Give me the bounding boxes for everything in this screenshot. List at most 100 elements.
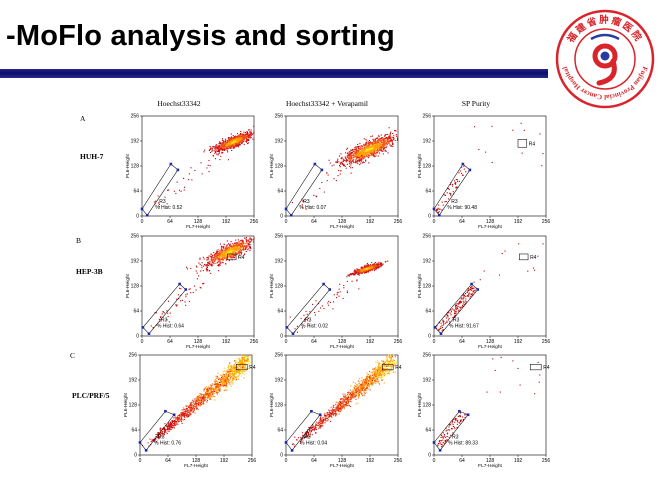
x-tick-label: 128 — [486, 339, 495, 345]
event-dot — [221, 258, 223, 260]
event-dot — [459, 306, 461, 308]
event-dot — [469, 297, 471, 299]
event-dot — [217, 150, 220, 152]
event-dot — [356, 268, 358, 270]
event-dot — [382, 138, 384, 140]
event-dot — [222, 147, 224, 149]
event-dot — [167, 430, 169, 432]
event-dot — [354, 274, 356, 276]
event-dot — [216, 383, 218, 385]
event-dot — [247, 136, 249, 138]
event-dot — [289, 316, 291, 318]
event-dot — [230, 382, 232, 384]
event-dot — [213, 260, 216, 262]
event-dot — [182, 412, 184, 414]
event-dot — [378, 263, 380, 265]
event-dot — [361, 150, 363, 152]
event-dot — [379, 140, 381, 142]
event-dot — [214, 396, 216, 398]
event-dot — [177, 421, 179, 423]
event-dot — [361, 266, 363, 268]
event-dot — [214, 145, 216, 148]
event-dot — [208, 270, 210, 272]
event-dot — [373, 149, 375, 151]
event-dot — [211, 383, 213, 385]
event-dot — [336, 294, 338, 296]
event-dot — [357, 163, 359, 165]
event-dot — [222, 373, 224, 375]
event-dot — [364, 155, 366, 157]
event-dot — [162, 435, 164, 437]
event-dot — [241, 141, 243, 143]
event-dot — [392, 132, 394, 135]
event-dot — [214, 381, 216, 383]
event-dot — [373, 152, 375, 154]
event-dot — [344, 152, 347, 154]
event-dot — [191, 408, 193, 410]
event-dot — [372, 139, 375, 141]
event-dot — [238, 137, 240, 139]
event-dot — [239, 247, 241, 250]
event-dot — [390, 145, 392, 147]
event-dot — [186, 268, 189, 270]
event-dot — [253, 238, 255, 240]
event-dot — [206, 270, 208, 272]
event-dot — [249, 237, 251, 239]
event-dot — [346, 290, 348, 292]
event-dot — [361, 153, 363, 155]
event-dot — [461, 298, 463, 300]
event-dot — [159, 320, 161, 322]
event-dot — [222, 262, 224, 264]
event-dot — [319, 187, 321, 190]
event-dot — [340, 162, 342, 164]
event-dot — [225, 142, 227, 144]
event-dot — [233, 248, 235, 250]
event-dot — [454, 315, 456, 317]
event-dot — [215, 252, 218, 254]
event-dot — [346, 159, 348, 161]
event-dot — [240, 360, 242, 362]
event-dot — [152, 439, 154, 442]
event-dot — [173, 417, 175, 419]
event-dot — [218, 260, 220, 262]
plot-frame — [141, 235, 255, 337]
event-dot — [359, 153, 361, 155]
event-dot — [173, 190, 175, 192]
event-dot — [230, 367, 232, 369]
event-dot — [364, 157, 366, 159]
event-dot — [246, 130, 248, 133]
event-dot — [377, 152, 379, 154]
event-dot — [209, 393, 211, 395]
event-dot — [386, 145, 388, 147]
event-dot — [214, 378, 216, 381]
event-dot — [365, 146, 367, 148]
event-dot — [356, 154, 358, 156]
event-dot — [379, 147, 381, 149]
event-dot — [485, 151, 487, 153]
event-dot — [160, 435, 162, 437]
event-dot — [201, 265, 203, 267]
event-dot — [370, 266, 372, 268]
event-dot — [233, 244, 235, 246]
event-dot — [180, 416, 182, 418]
event-dot — [355, 162, 357, 164]
event-dot — [307, 323, 309, 325]
event-dot — [193, 408, 195, 410]
event-dot — [231, 251, 233, 253]
event-dot — [174, 416, 176, 418]
event-dot — [212, 155, 214, 157]
event-dot — [220, 251, 222, 253]
event-dot — [169, 312, 171, 314]
event-dot — [214, 158, 217, 160]
event-dot — [358, 152, 360, 154]
event-dot — [228, 254, 230, 256]
event-dot — [249, 241, 251, 243]
event-dot — [206, 264, 208, 266]
event-dot — [381, 150, 383, 152]
event-dot — [392, 146, 394, 148]
event-dot — [337, 175, 339, 177]
event-dot — [345, 167, 347, 169]
event-dot — [291, 202, 293, 204]
event-dot — [447, 187, 449, 190]
event-dot — [159, 433, 161, 435]
